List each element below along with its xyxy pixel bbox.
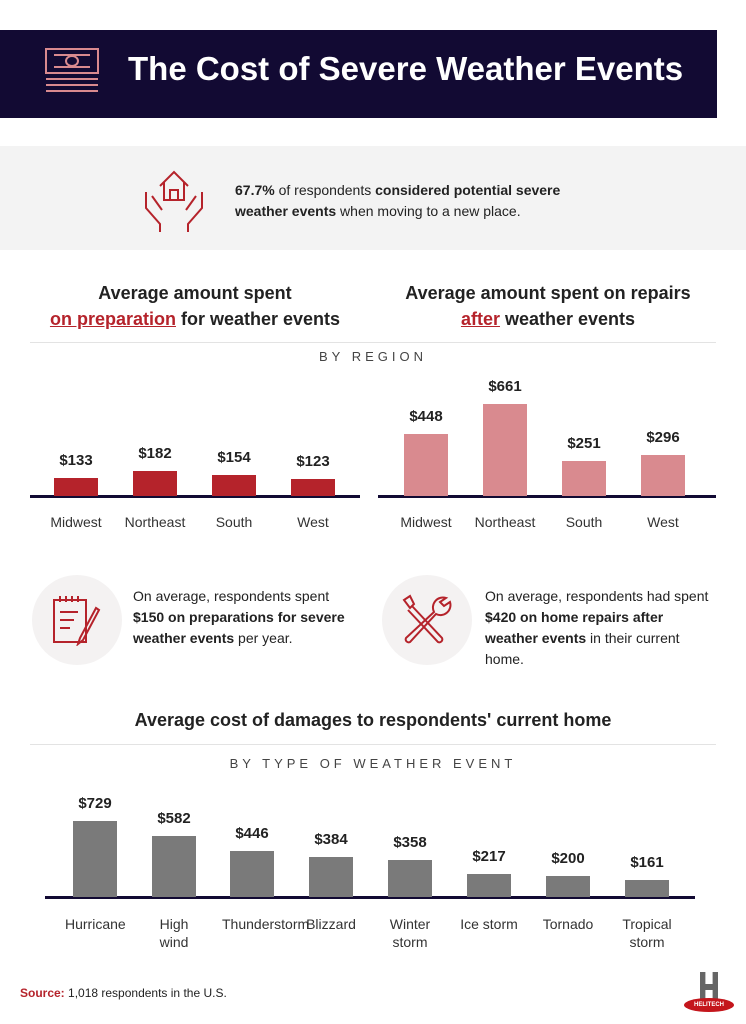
- bar-south: [562, 461, 606, 496]
- data-label: $384: [314, 831, 348, 849]
- stat-band: [0, 146, 746, 250]
- bar-south: [212, 474, 256, 496]
- helitech-logo: HELITECH: [684, 972, 734, 1016]
- bar-high-wind: [152, 836, 196, 897]
- bar-northeast: [133, 470, 177, 496]
- bar-ice-storm: [467, 874, 511, 897]
- category-label: Tropical storm: [622, 916, 672, 950]
- tools-icon: [402, 594, 452, 644]
- category-label: West: [647, 514, 679, 530]
- bar-winter-storm: [388, 859, 432, 897]
- bar-hurricane: [73, 821, 117, 897]
- data-label: $448: [409, 407, 443, 425]
- divider: [30, 342, 716, 343]
- data-label: $729: [78, 795, 112, 813]
- data-label: $661: [488, 378, 522, 396]
- bar-tornado: [546, 876, 590, 897]
- data-label: $296: [646, 428, 680, 446]
- data-label: $582: [157, 810, 191, 828]
- money-icon: [45, 48, 99, 92]
- bar-midwest: [404, 433, 448, 496]
- prep-note: On average, respondents spent $150 on pr…: [133, 588, 345, 646]
- category-label: Northeast: [474, 514, 536, 530]
- category-label: Midwest: [50, 514, 102, 530]
- data-label: $133: [59, 451, 93, 469]
- bar-midwest: [54, 477, 98, 496]
- data-label: $446: [235, 824, 269, 842]
- bar-tropical-storm: [625, 880, 669, 897]
- data-label: $217: [472, 848, 506, 866]
- prep-chart-title: Average amount spent on preparation for w…: [49, 283, 341, 329]
- category-label: High wind: [159, 916, 189, 950]
- category-label: Northeast: [124, 514, 186, 530]
- bar-northeast: [483, 404, 527, 496]
- source-note: Source: 1,018 respondents in the U.S.: [20, 986, 227, 1000]
- category-label: Tornado: [542, 916, 594, 932]
- category-label: West: [297, 514, 329, 530]
- category-label: Midwest: [400, 514, 452, 530]
- data-label: $161: [630, 854, 664, 872]
- bar-blizzard: [309, 857, 353, 897]
- data-label: $123: [296, 452, 330, 470]
- category-label: South: [565, 514, 603, 530]
- data-label: $200: [551, 850, 585, 868]
- data-label: $251: [567, 435, 601, 453]
- category-label: Ice storm: [460, 916, 518, 932]
- stat-text: 67.7% of respondents considered potentia…: [235, 182, 561, 219]
- category-label: Winter storm: [389, 916, 431, 950]
- data-label: $154: [217, 448, 251, 466]
- bar-west: [641, 454, 685, 496]
- repair-baseline: [378, 495, 716, 498]
- region-label: BY REGION: [318, 349, 427, 364]
- damages-baseline: [45, 896, 695, 899]
- divider: [30, 744, 716, 745]
- house-hands-icon: [145, 170, 203, 232]
- category-label: Blizzard: [306, 916, 356, 932]
- damages-chart-title: Average cost of damages to respondents' …: [134, 710, 612, 730]
- notepad-pencil-icon: [53, 596, 101, 646]
- repair-note: On average, respondents had spent $420 o…: [485, 588, 709, 667]
- bar-thunderstorm: [230, 850, 274, 897]
- category-label: Hurricane: [65, 916, 126, 932]
- repair-icon-circle: [382, 575, 472, 665]
- page-title: The Cost of Severe Weather Events: [128, 50, 684, 87]
- category-label: Thunderstorm: [222, 916, 310, 932]
- data-label: $358: [393, 833, 427, 851]
- title-banner: [0, 30, 717, 118]
- prep-baseline: [30, 495, 360, 498]
- category-label: South: [215, 514, 253, 530]
- bar-west: [291, 478, 335, 496]
- repair-chart-title: Average amount spent on repairs after wea…: [405, 283, 691, 329]
- data-label: $182: [138, 444, 172, 462]
- type-label: BY TYPE OF WEATHER EVENT: [229, 756, 517, 771]
- prep-icon-circle: [32, 575, 122, 665]
